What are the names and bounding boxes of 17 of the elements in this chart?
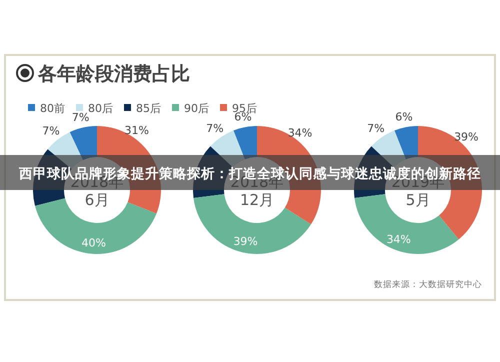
data-label: 40% <box>81 236 106 250</box>
data-label: 39% <box>233 235 258 248</box>
data-label: 34% <box>288 126 312 140</box>
data-label: 31% <box>124 124 149 137</box>
source-note: 数据来源：大数据研究中心 <box>374 279 482 290</box>
data-label: 7% <box>72 110 90 124</box>
chart-title: 各年龄段消费占比 <box>37 63 190 85</box>
data-label: 39% <box>454 130 479 144</box>
data-label: 34% <box>386 232 411 246</box>
data-label: 7% <box>367 122 385 135</box>
data-label: 7% <box>206 122 224 135</box>
legend-label: 85后 <box>136 102 161 115</box>
data-label: 6% <box>395 110 413 124</box>
legend-label: 90后 <box>184 102 209 115</box>
legend-label: 80后 <box>88 102 113 115</box>
legend-label: 80前 <box>40 102 65 115</box>
data-label: 7% <box>42 124 60 138</box>
